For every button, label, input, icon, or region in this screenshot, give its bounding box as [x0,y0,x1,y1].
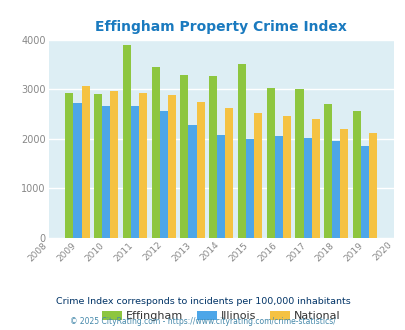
Bar [159,111,167,238]
Bar [245,139,254,238]
Bar [167,95,175,238]
Bar [123,45,131,238]
Bar [65,93,73,238]
Bar [331,141,339,238]
Bar [188,125,196,238]
Bar [311,119,319,238]
Legend: Effingham, Illinois, National: Effingham, Illinois, National [97,307,345,326]
Bar [303,138,311,238]
Bar [237,64,245,238]
Bar [81,86,90,238]
Bar [131,106,139,238]
Bar [151,67,159,238]
Bar [196,102,204,238]
Bar [339,129,347,238]
Bar [180,75,188,238]
Bar [110,91,118,238]
Bar [360,146,368,238]
Bar [368,133,376,238]
Bar [94,94,102,238]
Bar [274,136,282,238]
Title: Effingham Property Crime Index: Effingham Property Crime Index [95,20,346,34]
Text: © 2025 CityRating.com - https://www.cityrating.com/crime-statistics/: © 2025 CityRating.com - https://www.city… [70,317,335,326]
Bar [217,135,225,238]
Text: Crime Index corresponds to incidents per 100,000 inhabitants: Crime Index corresponds to incidents per… [55,297,350,307]
Bar [254,114,262,238]
Bar [295,89,303,238]
Bar [102,106,110,238]
Bar [225,108,233,238]
Bar [352,111,360,238]
Bar [282,116,290,238]
Bar [209,76,217,238]
Bar [324,104,331,238]
Bar [266,88,274,238]
Bar [139,92,147,238]
Bar [73,103,81,238]
